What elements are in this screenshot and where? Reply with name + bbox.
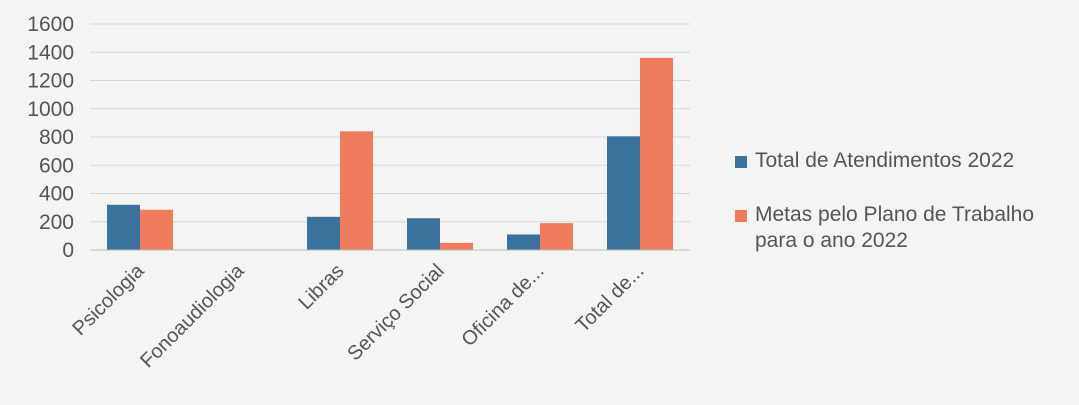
bar-series-1-5 xyxy=(607,136,640,250)
y-tick-label: 1400 xyxy=(27,41,74,64)
x-tick-label: Oficina de... xyxy=(458,260,549,351)
y-tick-label: 1000 xyxy=(27,98,74,121)
bar-series-1-2 xyxy=(307,216,340,250)
bar-series-2-2 xyxy=(340,131,373,250)
legend-item-series-2: Metas pelo Plano de Trabalho para o ano … xyxy=(735,202,1075,254)
bar-series-2-0 xyxy=(140,209,173,250)
legend-swatch-series-2 xyxy=(735,210,747,222)
gridlines xyxy=(90,23,690,251)
x-tick-label: Serviço Social xyxy=(343,260,448,365)
legend-item-series-1: Total de Atendimentos 2022 xyxy=(735,148,1075,174)
y-tick-label: 400 xyxy=(39,183,74,206)
y-axis-ticks: 0 200 400 600 800 1000 1200 1400 1600 xyxy=(27,13,74,262)
bar-series-1-3 xyxy=(407,218,440,250)
y-tick-label: 200 xyxy=(39,211,74,234)
bar-series-1-0 xyxy=(107,204,140,250)
legend-label-series-1: Total de Atendimentos 2022 xyxy=(755,149,1015,172)
x-tick-label: Fonoaudiologia xyxy=(136,259,249,372)
bar-series-1-4 xyxy=(507,234,540,250)
y-tick-label: 1600 xyxy=(27,13,74,36)
legend: Total de Atendimentos 2022 Metas pelo Pl… xyxy=(735,148,1075,254)
bar-series-2-5 xyxy=(640,57,673,251)
y-tick-label: 800 xyxy=(39,126,74,149)
legend-label-series-2: Metas pelo Plano de Trabalho para o ano … xyxy=(755,203,1035,252)
bars xyxy=(107,57,673,251)
bar-series-2-4 xyxy=(540,223,573,250)
x-tick-label: Psicologia xyxy=(69,259,150,340)
legend-swatch-series-1 xyxy=(735,156,747,168)
y-tick-label: 0 xyxy=(62,239,74,262)
y-tick-label: 600 xyxy=(39,154,74,177)
x-tick-label: Libras xyxy=(294,260,348,314)
x-tick-label: Total de... xyxy=(572,260,649,337)
y-tick-label: 1200 xyxy=(27,70,74,93)
bar-series-2-3 xyxy=(440,242,473,250)
